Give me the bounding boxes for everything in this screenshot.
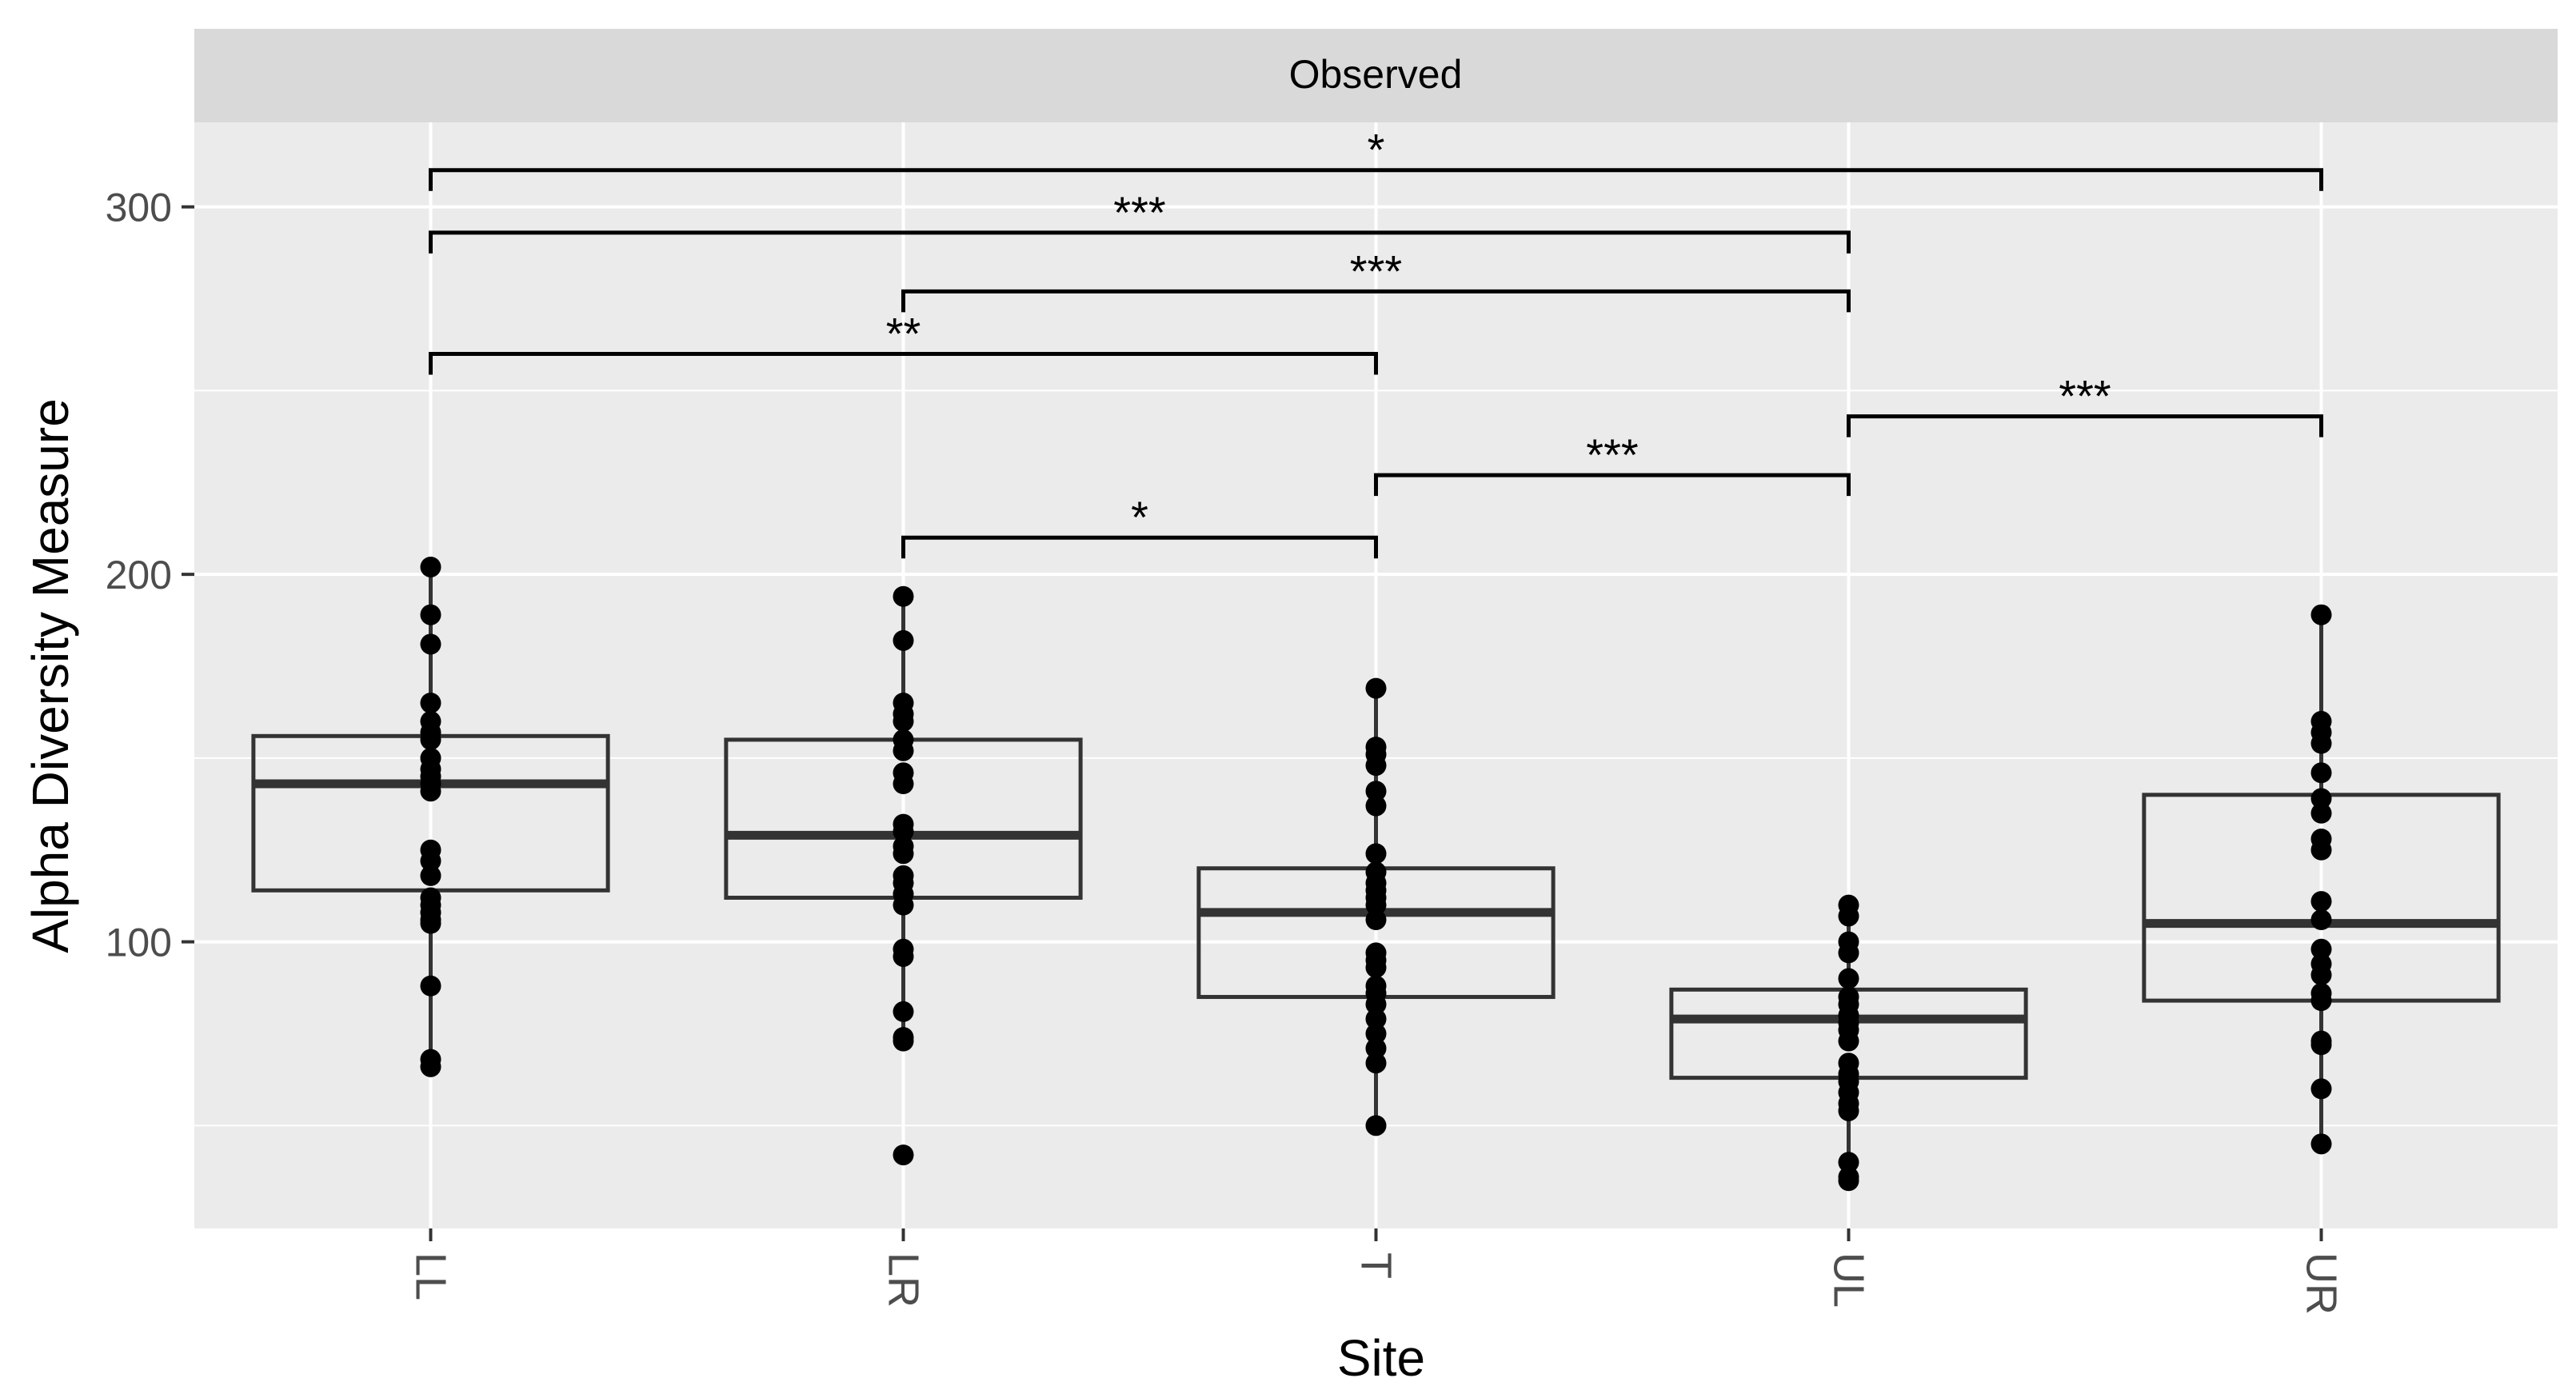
data-point-ur	[2310, 891, 2332, 913]
data-point-t	[1365, 1009, 1387, 1030]
axes: 100 200 300 LL LR T UL UR	[106, 186, 2346, 1315]
significance-bracket: **	[429, 308, 1378, 375]
data-point-t	[1365, 843, 1387, 865]
x-tick-label: LL	[407, 1252, 455, 1300]
data-point-t	[1365, 1023, 1387, 1045]
bracket-line	[429, 230, 1851, 254]
data-point-ll	[420, 781, 441, 802]
significance-bracket: ***	[429, 187, 1851, 254]
facet-label: Observed	[1289, 52, 1463, 97]
strip-background	[194, 29, 2558, 122]
data-point-ul	[1838, 968, 1859, 989]
bracket-line	[1374, 473, 1851, 497]
data-point-ur	[2310, 788, 2332, 809]
data-point-ll	[420, 729, 441, 750]
data-point-ur	[2310, 762, 2332, 784]
data-point-t	[1365, 1037, 1387, 1059]
data-point-ur	[2310, 1078, 2332, 1100]
data-point-ul	[1838, 1152, 1859, 1173]
data-point-t	[1365, 781, 1387, 802]
data-point-t	[1365, 894, 1387, 916]
data-point-ul	[1838, 1170, 1859, 1192]
bracket-line	[901, 535, 1378, 559]
y-tick-label: 200	[106, 553, 172, 597]
data-point-lr	[893, 1144, 914, 1166]
data-point-ur	[2310, 964, 2332, 985]
y-tick-label: 300	[106, 186, 172, 230]
significance-label: ***	[2059, 371, 2111, 421]
data-point-ll	[420, 633, 441, 655]
data-point-ll	[420, 1056, 441, 1077]
data-point-ur	[2310, 909, 2332, 931]
data-point-lr	[893, 740, 914, 761]
data-point-t	[1365, 795, 1387, 817]
data-point-ur	[2310, 802, 2332, 824]
x-tick-label: LR	[880, 1252, 928, 1308]
data-point-t	[1365, 677, 1387, 699]
data-point-ul	[1838, 905, 1859, 927]
data-point-lr	[893, 821, 914, 842]
x-tick-label: UR	[2298, 1252, 2346, 1315]
data-point-ul	[1838, 942, 1859, 964]
data-point-ur	[2310, 990, 2332, 1012]
data-point-ll	[420, 913, 441, 934]
data-point-ur	[2310, 1034, 2332, 1056]
bracket-line	[429, 168, 2323, 191]
bracket-line	[901, 289, 1851, 313]
data-point-t	[1365, 1052, 1387, 1074]
significance-label: ***	[1586, 429, 1638, 480]
bracket-line	[429, 351, 1378, 375]
bracket-line	[1847, 414, 2323, 437]
data-point-t	[1365, 909, 1387, 931]
data-points	[420, 556, 2332, 1192]
data-point-lr	[893, 773, 914, 795]
data-point-ll	[420, 692, 441, 713]
significance-bracket: ***	[901, 246, 1851, 313]
x-tick-label: UL	[1825, 1252, 1873, 1308]
data-point-t	[1365, 993, 1387, 1015]
significance-label: ***	[1350, 246, 1402, 296]
data-point-t	[1365, 957, 1387, 978]
data-point-ll	[420, 865, 441, 886]
significance-label: *	[1368, 125, 1385, 175]
significance-bracket: *	[429, 125, 2323, 191]
data-point-ll	[420, 850, 441, 872]
data-point-ll	[420, 604, 441, 625]
data-point-ll	[420, 556, 441, 577]
y-tick-label: 100	[106, 921, 172, 965]
y-axis-title: Alpha Diversity Measure	[22, 398, 79, 953]
data-point-t	[1365, 1115, 1387, 1136]
data-point-lr	[893, 629, 914, 651]
significance-bracket: *	[901, 492, 1378, 559]
significance-brackets: ****************	[429, 125, 2323, 559]
data-point-ur	[2310, 938, 2332, 960]
x-tick-label: T	[1352, 1252, 1400, 1279]
significance-label: *	[1131, 492, 1148, 542]
data-point-ur	[2310, 604, 2332, 625]
data-point-lr	[893, 843, 914, 865]
data-point-lr	[893, 894, 914, 916]
data-point-ur	[2310, 839, 2332, 861]
data-point-ur	[2310, 1133, 2332, 1155]
data-point-ul	[1838, 1030, 1859, 1052]
data-point-ul	[1838, 1100, 1859, 1121]
significance-label: ***	[1113, 187, 1165, 238]
data-point-lr	[893, 1001, 914, 1022]
x-axis-title: Site	[1337, 1329, 1425, 1387]
significance-bracket: ***	[1847, 371, 2323, 437]
data-point-ll	[420, 975, 441, 997]
data-point-t	[1365, 755, 1387, 777]
data-point-lr	[893, 1030, 914, 1052]
data-point-lr	[893, 945, 914, 967]
data-point-ur	[2310, 733, 2332, 754]
significance-bracket: ***	[1374, 429, 1851, 497]
data-point-lr	[893, 585, 914, 607]
significance-label: **	[886, 308, 921, 358]
data-point-lr	[893, 710, 914, 732]
